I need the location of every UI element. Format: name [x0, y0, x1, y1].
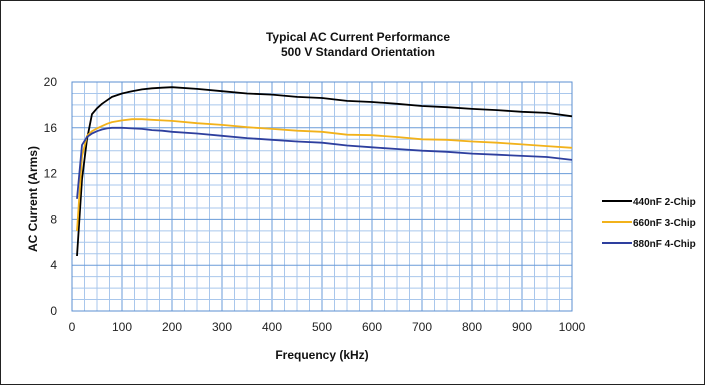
y-tick-label: 0: [50, 304, 57, 318]
x-tick-label: 1000: [559, 320, 586, 334]
x-tick-label: 900: [512, 320, 532, 334]
plot-border: [71, 81, 573, 312]
x-tick-label: 0: [69, 320, 76, 334]
grid: [71, 81, 573, 312]
x-axis-label: Frequency (kHz): [275, 348, 368, 362]
chart-title: Typical AC Current Performance: [266, 30, 450, 44]
series-line-3: [76, 126, 573, 199]
chart-subtitle: 500 V Standard Orientation: [281, 45, 435, 59]
x-tick-label: 500: [312, 320, 332, 334]
legend-label-1: 440nF 2-Chip: [633, 197, 696, 208]
x-tick-label: 600: [362, 320, 382, 334]
legend: 440nF 2-Chip 660nF 3-Chip 880nF 4-Chip: [602, 197, 696, 250]
legend-label-2: 660nF 3-Chip: [633, 218, 696, 229]
y-tick-label: 20: [44, 75, 58, 89]
y-tick-label: 8: [50, 212, 57, 226]
x-tick-label: 700: [412, 320, 432, 334]
y-tick-labels: 0 4 8 12 16 20: [44, 75, 58, 318]
x-tick-label: 200: [162, 320, 182, 334]
plot-area: [71, 81, 573, 312]
y-axis-label: AC Current (Arms): [26, 146, 40, 252]
y-tick-label: 16: [44, 121, 58, 135]
x-tick-label: 100: [112, 320, 132, 334]
x-tick-label: 800: [462, 320, 482, 334]
x-tick-labels: 0 100 200 300 400 500 600 700 800 900 1000: [69, 320, 586, 334]
y-tick-label: 4: [50, 258, 57, 272]
y-tick-label: 12: [44, 167, 58, 181]
series-lines: [76, 86, 573, 257]
legend-label-3: 880nF 4-Chip: [633, 239, 696, 250]
series-line-1: [76, 86, 573, 257]
x-tick-label: 300: [212, 320, 232, 334]
x-tick-label: 400: [262, 320, 282, 334]
series-line-2: [76, 118, 573, 231]
